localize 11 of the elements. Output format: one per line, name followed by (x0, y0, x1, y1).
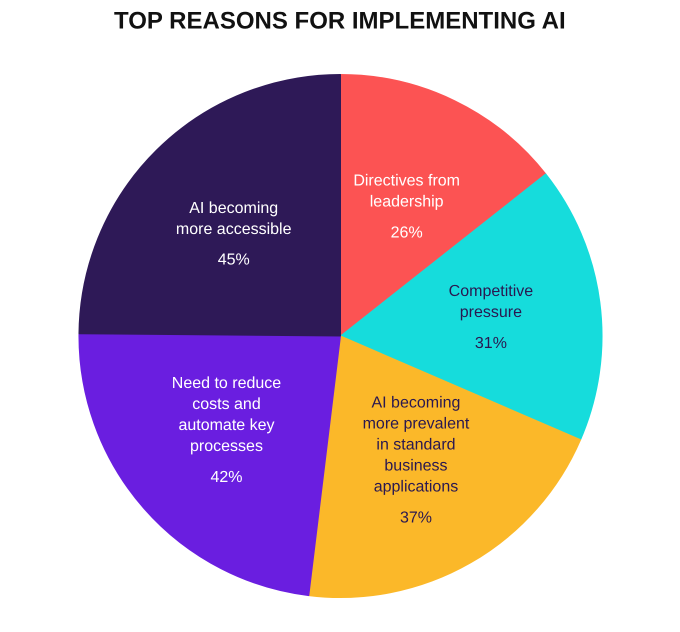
slice-label: Competitive pressure (448, 282, 534, 321)
slice-label: Need to reduce costs and automate key processes (172, 375, 282, 456)
data-label: 45% (218, 252, 250, 269)
chart-title: TOP REASONS FOR IMPLEMENTING AI (114, 8, 566, 34)
data-label: 37% (400, 509, 432, 526)
data-label: 26% (390, 224, 423, 242)
slice-label: Directives from leadership (353, 172, 460, 211)
data-label: 42% (210, 468, 243, 486)
slice-label: AI becoming more accessible (176, 200, 292, 238)
slice-label: AI becoming more prevalent in standard business applications (362, 394, 470, 496)
data-label: 31% (474, 334, 507, 352)
